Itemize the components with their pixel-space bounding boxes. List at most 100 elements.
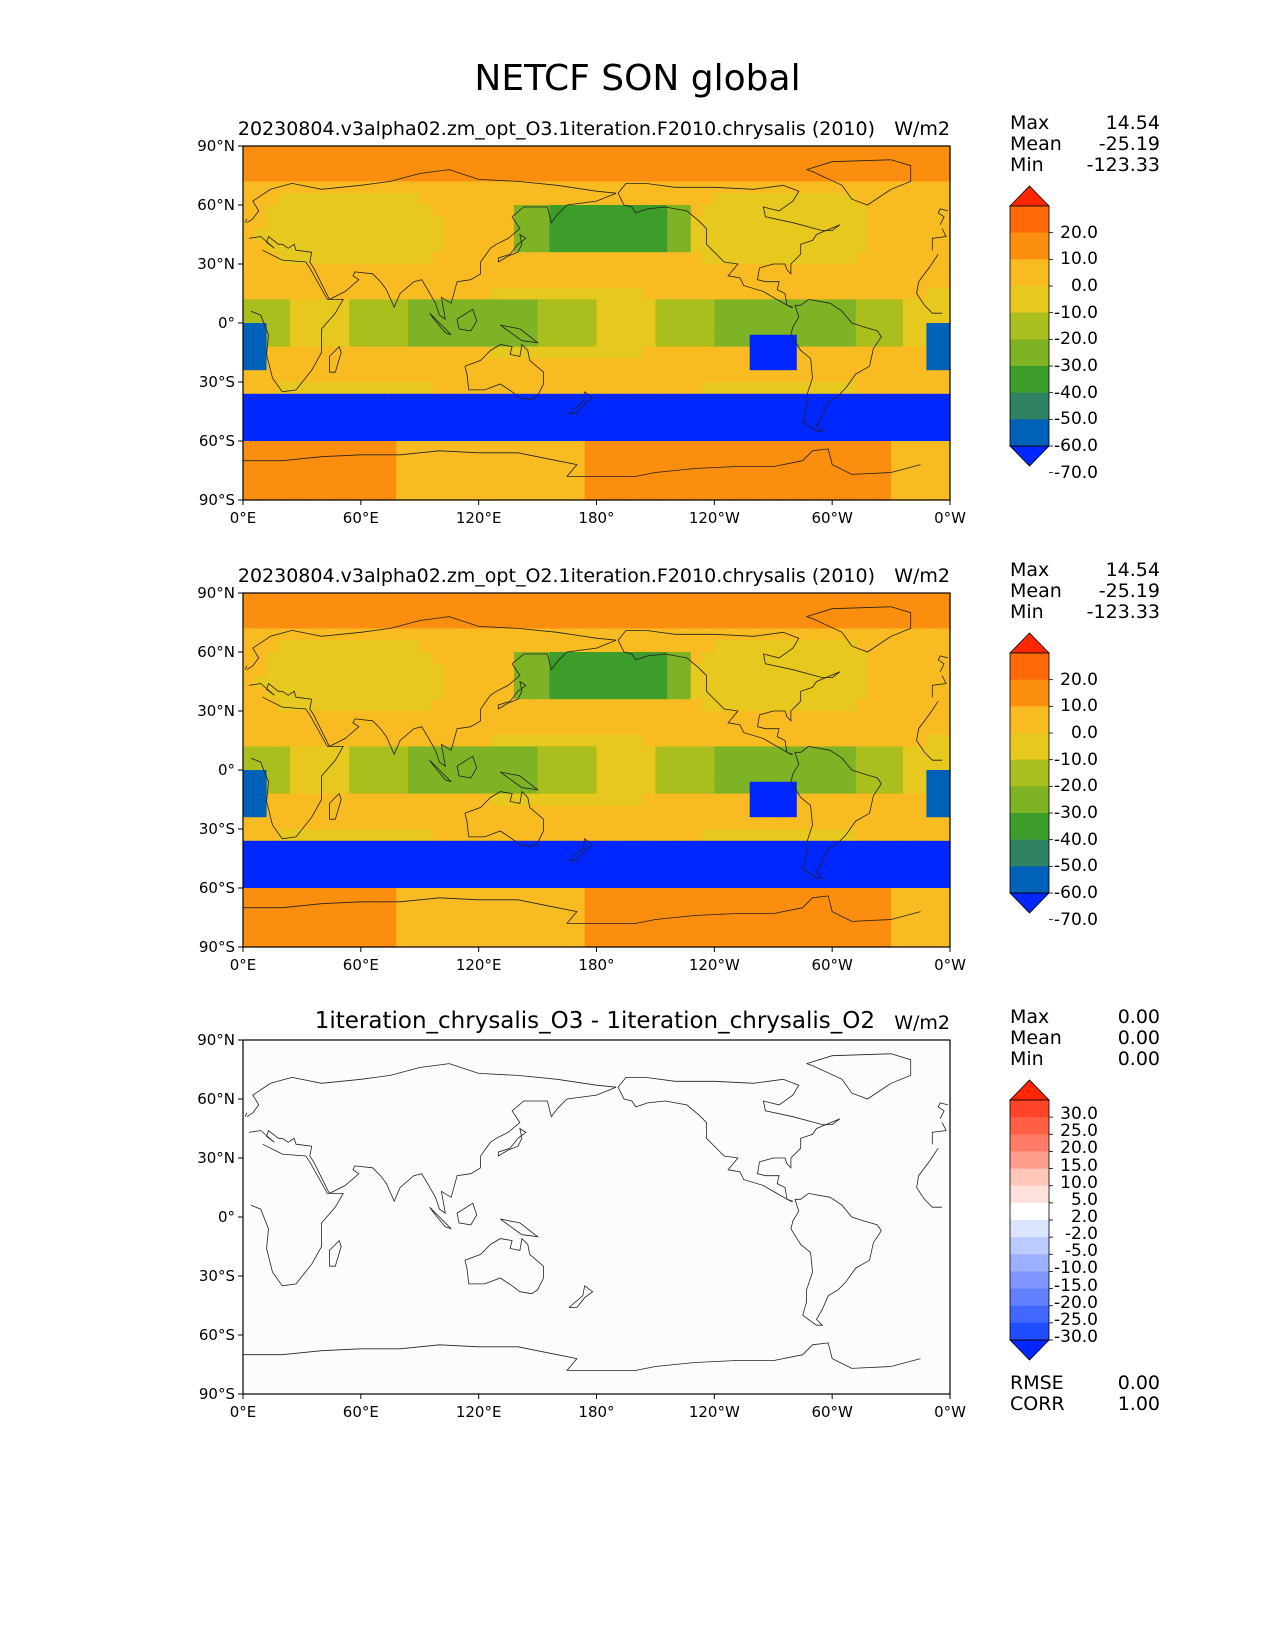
field-cell: [749, 205, 763, 218]
field-cell: [832, 146, 845, 159]
field-cell: [243, 157, 256, 171]
field-cell: [584, 240, 598, 253]
field-cell: [514, 311, 527, 324]
field-cell: [749, 287, 763, 300]
field-cell: [419, 252, 433, 265]
field-cell: [749, 169, 763, 182]
field-cell: [537, 240, 550, 253]
field-cell: [737, 240, 751, 253]
field-cell: [301, 205, 315, 218]
field-cell: [419, 146, 433, 159]
field-cell: [596, 287, 609, 300]
map-background: [243, 1040, 950, 1394]
field-cell: [914, 323, 927, 336]
field-cell: [749, 157, 763, 171]
field-cell: [301, 157, 315, 171]
field-cell: [325, 334, 338, 348]
field-cell: [572, 240, 586, 253]
field-cell: [372, 228, 385, 241]
field-cell: [843, 323, 857, 336]
field-cell: [360, 275, 374, 289]
field-cell: [690, 287, 704, 300]
field-cell: [843, 169, 857, 182]
field-cell: [490, 216, 503, 230]
field-cell: [679, 240, 692, 253]
stat-value: 0.00: [1117, 1372, 1160, 1394]
field-cell: [879, 157, 892, 171]
field-cell: [254, 169, 268, 182]
field-cell: [902, 323, 916, 336]
field-cell: [372, 169, 385, 182]
field-cell: [455, 275, 468, 289]
field-cell: [761, 311, 774, 324]
field-cell: [596, 169, 609, 182]
field-cell: [537, 287, 550, 300]
field-cell: [431, 264, 444, 277]
field-cell: [631, 228, 645, 241]
field-cell: [466, 193, 480, 206]
field-cell: [643, 146, 656, 159]
field-cell: [514, 193, 527, 206]
field-cell: [408, 287, 421, 300]
field-cell: [914, 216, 927, 230]
field-cell: [832, 228, 845, 241]
field-cell: [902, 240, 916, 253]
field-cell: [572, 216, 586, 230]
field-cell: [796, 193, 810, 206]
field-cell: [419, 299, 433, 312]
field-cell: [631, 205, 645, 218]
field-cell: [408, 228, 421, 241]
field-cell: [596, 216, 609, 230]
field-cell: [384, 146, 397, 159]
field-cell: [702, 169, 715, 182]
field-cell: [749, 181, 763, 194]
field-cell: [431, 205, 444, 218]
field-cell: [608, 205, 621, 218]
field-cell: [714, 157, 727, 171]
field-cell: [325, 193, 338, 206]
field-cell: [643, 240, 656, 253]
field-cell: [384, 193, 397, 206]
field-cell: [301, 287, 315, 300]
field-cell: [396, 252, 409, 265]
field-cell: [902, 157, 916, 171]
colorbar-segment: [1010, 1100, 1049, 1118]
lat-tick-label: 60°S: [198, 1326, 235, 1344]
field-cell: [254, 299, 268, 312]
field-cell: [902, 275, 916, 289]
field-cell: [855, 205, 869, 218]
field-cell: [855, 216, 869, 230]
field-cell: [620, 264, 633, 277]
field-cell: [490, 181, 503, 194]
field-cell: [254, 228, 268, 241]
field-cell: [761, 169, 774, 182]
field-cell: [891, 228, 904, 241]
field-cell: [785, 228, 798, 241]
field-cell: [608, 275, 621, 289]
field-cell: [631, 240, 645, 253]
field-cell: [914, 181, 927, 194]
field-cell: [726, 228, 739, 241]
colorbar-segment: [1010, 1288, 1049, 1307]
field-cell: [843, 146, 857, 159]
field-cell: [360, 216, 374, 230]
field-cell: [349, 181, 362, 194]
field-cell: [679, 299, 692, 312]
field-cell: [596, 275, 609, 289]
field-cell: [478, 299, 492, 312]
field-cell: [655, 275, 668, 289]
field-cell: [290, 193, 303, 206]
field-cell: [737, 252, 751, 265]
field-cell: [796, 323, 810, 336]
field-cell: [254, 275, 268, 289]
field-cell: [549, 146, 562, 159]
field-cell: [431, 169, 444, 182]
field-cell: [620, 311, 633, 324]
field-cell: [349, 146, 362, 159]
stat-row: RMSE 0.00: [1010, 1372, 1160, 1394]
field-cell: [620, 228, 633, 241]
field-cell: [337, 264, 350, 277]
field-cell: [549, 228, 562, 241]
field-cell: [761, 240, 774, 253]
field-cell: [808, 193, 821, 206]
